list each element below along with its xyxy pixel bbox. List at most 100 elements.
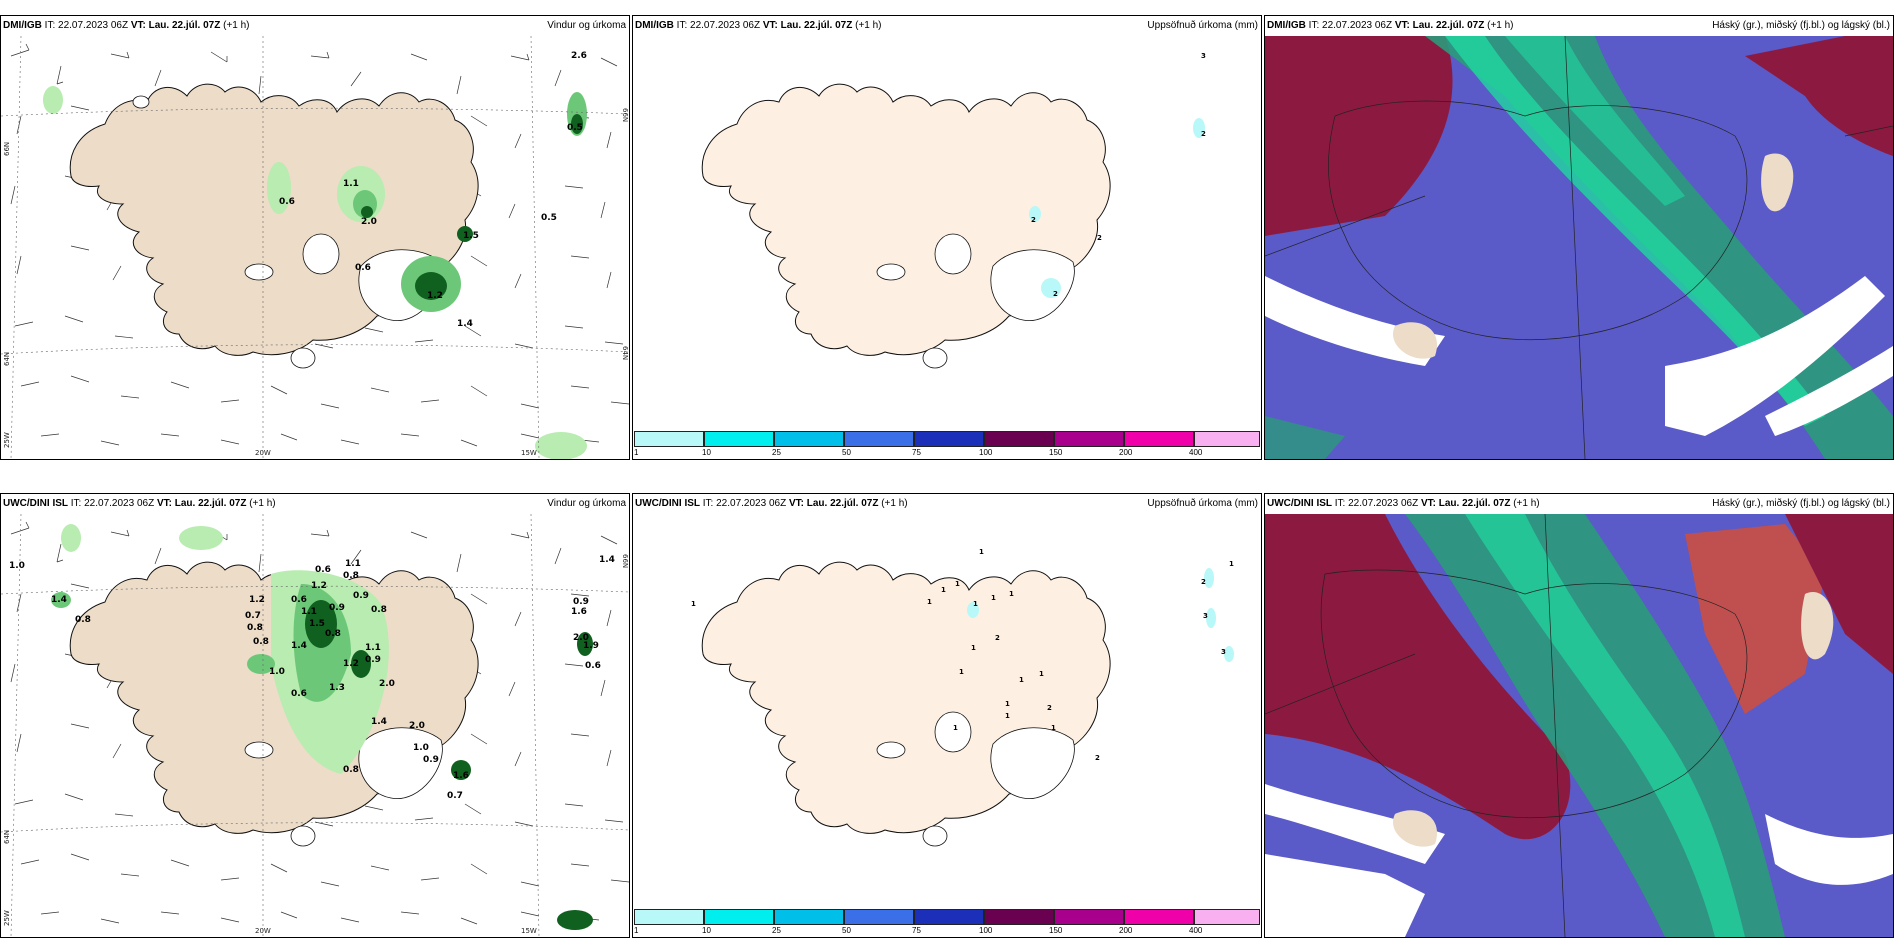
precip-label: 1 xyxy=(953,724,958,732)
precip-label: 1 xyxy=(1051,724,1056,732)
field-title: Háský (gr.), miðský (fj.bl.) og lágský (… xyxy=(1712,20,1890,31)
precip-label: 0.6 xyxy=(355,263,371,273)
precip-label: 1.4 xyxy=(51,595,67,605)
precip-label: 0.6 xyxy=(279,197,295,207)
precip-label: 2.0 xyxy=(573,633,589,643)
model-name: UWC/DINI ISL xyxy=(635,498,700,509)
colorbar-swatch xyxy=(1124,431,1194,447)
colorbar-tick: 100 xyxy=(979,926,993,935)
precip-label: 1 xyxy=(955,580,960,588)
precip-label: 1.4 xyxy=(599,555,615,565)
precip-values: 1.0 1.4 0.8 0.6 1.1 0.8 1.2 0.9 0.8 0.7 … xyxy=(9,555,615,801)
precip-label: 1 xyxy=(1005,712,1010,720)
lon-label: 15W xyxy=(521,927,537,935)
panel-header: DMI/IGB IT: 22.07.2023 06Z VT: Lau. 22.j… xyxy=(633,16,1261,36)
precip-label: 1.4 xyxy=(457,319,473,329)
precip-label: 1 xyxy=(971,644,976,652)
panel-dmi-wind-precip: DMI/IGB IT: 22.07.2023 06Z VT: Lau. 22.j… xyxy=(0,15,630,460)
lon-label: 20W xyxy=(255,449,271,457)
precip-label: 2 xyxy=(1053,290,1058,298)
it-label: IT: xyxy=(1308,20,1320,31)
colorbar-tick: 25 xyxy=(772,926,781,935)
it-value: 22.07.2023 06Z xyxy=(1322,20,1393,31)
glaciers xyxy=(876,233,1075,369)
precip-label: 1.1 xyxy=(301,607,317,617)
precip-label: 0.5 xyxy=(567,123,583,133)
panel-uwc-wind-precip: UWC/DINI ISL IT: 22.07.2023 06Z VT: Lau.… xyxy=(0,493,630,938)
colorbar-tick: 150 xyxy=(1049,448,1063,457)
precip-label: 1.0 xyxy=(413,743,429,753)
precip-label: 0.9 xyxy=(353,591,369,601)
panel-header: UWC/DINI ISL IT: 22.07.2023 06Z VT: Lau.… xyxy=(633,494,1261,514)
map-area: 2.6 1.1 0.6 2.0 0.5 1.5 0.6 1.2 1.4 0.5 … xyxy=(1,36,629,459)
lat-label: 64N xyxy=(3,830,11,844)
precip-label: 2.6 xyxy=(571,51,587,61)
precip-label: 1.3 xyxy=(329,683,345,693)
precip-label: 1.1 xyxy=(343,179,359,189)
colorbar-tick: 75 xyxy=(912,926,921,935)
colorbar-swatch xyxy=(1124,909,1194,925)
model-name: UWC/DINI ISL xyxy=(3,498,68,509)
map-area xyxy=(1265,514,1893,937)
precip-values: 1 1 1 1 1 1 2 1 1 1 1 1 2 1 1 2 2 1 3 3 xyxy=(691,548,1234,762)
colorbar-swatch xyxy=(1054,909,1124,925)
glaciers xyxy=(876,711,1075,847)
precip-shading xyxy=(51,524,593,930)
precip-label: 3 xyxy=(1221,648,1226,656)
colorbar-swatch xyxy=(634,431,704,447)
precip-label: 2 xyxy=(995,634,1000,642)
it-label: IT: xyxy=(702,498,714,509)
colorbar-tick: 1 xyxy=(634,448,639,457)
precip-label: 1 xyxy=(959,668,964,676)
precip-label: 0.6 xyxy=(291,595,307,605)
precip-label: 1.2 xyxy=(249,595,265,605)
colorbar-tick: 200 xyxy=(1119,926,1133,935)
colorbar-swatch xyxy=(844,909,914,925)
precip-label: 1 xyxy=(691,600,696,608)
vt-label: VT: Lau. 22.júl. 07Z xyxy=(788,498,879,509)
colorbar-tick: 75 xyxy=(912,448,921,457)
precip-label: 0.8 xyxy=(247,623,263,633)
colorbar-swatch xyxy=(914,431,984,447)
precip-label: 1 xyxy=(1039,670,1044,678)
colorbar-tick: 50 xyxy=(842,926,851,935)
lat-label: 66N xyxy=(3,142,11,156)
precip-label: 1.4 xyxy=(291,641,307,651)
field-title: Uppsöfnuð úrkoma (mm) xyxy=(1147,20,1258,31)
precip-label: 0.8 xyxy=(75,615,91,625)
precip-label: 1.2 xyxy=(311,581,327,591)
precip-values: 2.6 1.1 0.6 2.0 0.5 1.5 0.6 1.2 1.4 0.5 xyxy=(279,51,587,329)
precip-label: 1.2 xyxy=(343,659,359,669)
precip-label: 0.6 xyxy=(291,689,307,699)
it-value: 22.07.2023 06Z xyxy=(58,20,129,31)
precip-label: 2 xyxy=(1201,578,1206,586)
precip-label: 2 xyxy=(1031,216,1036,224)
coastline xyxy=(1265,514,1748,937)
colorbar-swatch xyxy=(984,431,1054,447)
precip-label: 2 xyxy=(1047,704,1052,712)
colorbar-swatch xyxy=(1194,909,1260,925)
precip-label: 1.5 xyxy=(309,619,325,629)
precip-label: 2.0 xyxy=(379,679,395,689)
forecast-offset: (+1 h) xyxy=(223,20,250,31)
panel-header: DMI/IGB IT: 22.07.2023 06Z VT: Lau. 22.j… xyxy=(1,16,629,36)
map-area xyxy=(1265,36,1893,459)
precip-label: 1.2 xyxy=(427,291,443,301)
colorbar-swatch xyxy=(704,909,774,925)
precip-label: 0.7 xyxy=(447,791,463,801)
colorbar-tick: 10 xyxy=(702,448,711,457)
precip-label: 2.0 xyxy=(361,217,377,227)
colorbar-swatch xyxy=(704,431,774,447)
precip-label: 0.9 xyxy=(423,755,439,765)
precip-label: 1.6 xyxy=(571,607,587,617)
map-area: 1 1 1 1 1 1 2 1 1 1 1 1 2 1 1 2 2 1 3 3 xyxy=(633,514,1261,937)
precip-label: 0.8 xyxy=(343,765,359,775)
colorbar-swatch xyxy=(984,909,1054,925)
colorbar-swatch xyxy=(774,909,844,925)
precip-label: 0.5 xyxy=(541,213,557,223)
map-area: 3 2 2 2 2 xyxy=(633,36,1261,459)
colorbar-tick: 100 xyxy=(979,448,993,457)
colorbar-swatch xyxy=(1194,431,1260,447)
panel-dmi-accum-precip: DMI/IGB IT: 22.07.2023 06Z VT: Lau. 22.j… xyxy=(632,15,1262,460)
forecast-offset: (+1 h) xyxy=(1513,498,1540,509)
